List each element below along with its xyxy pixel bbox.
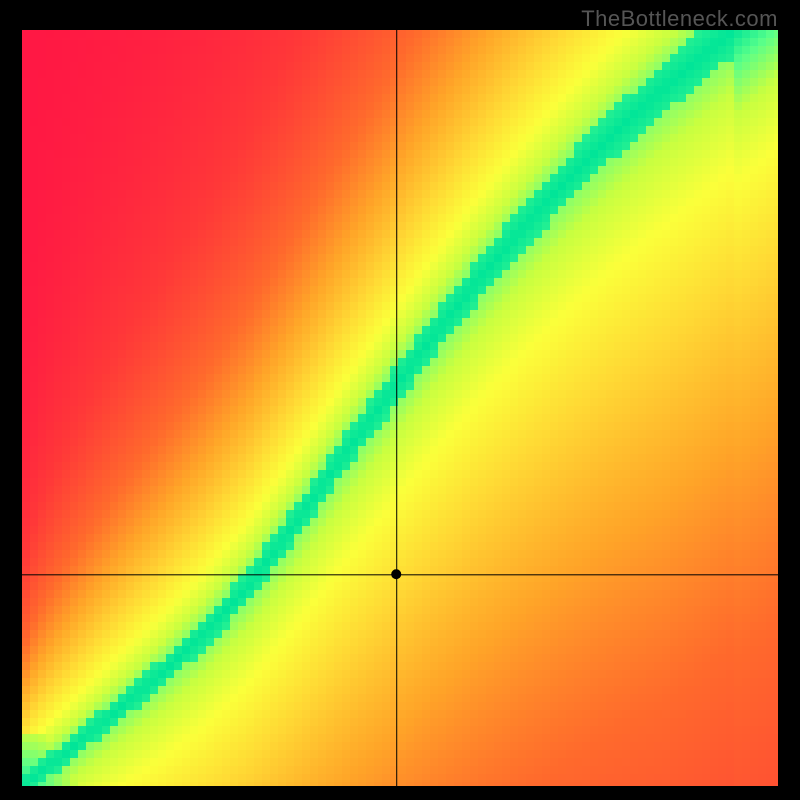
chart-container: TheBottleneck.com	[0, 0, 800, 800]
watermark-text: TheBottleneck.com	[581, 6, 778, 32]
heatmap-canvas	[22, 30, 778, 786]
heatmap-plot	[22, 30, 778, 786]
